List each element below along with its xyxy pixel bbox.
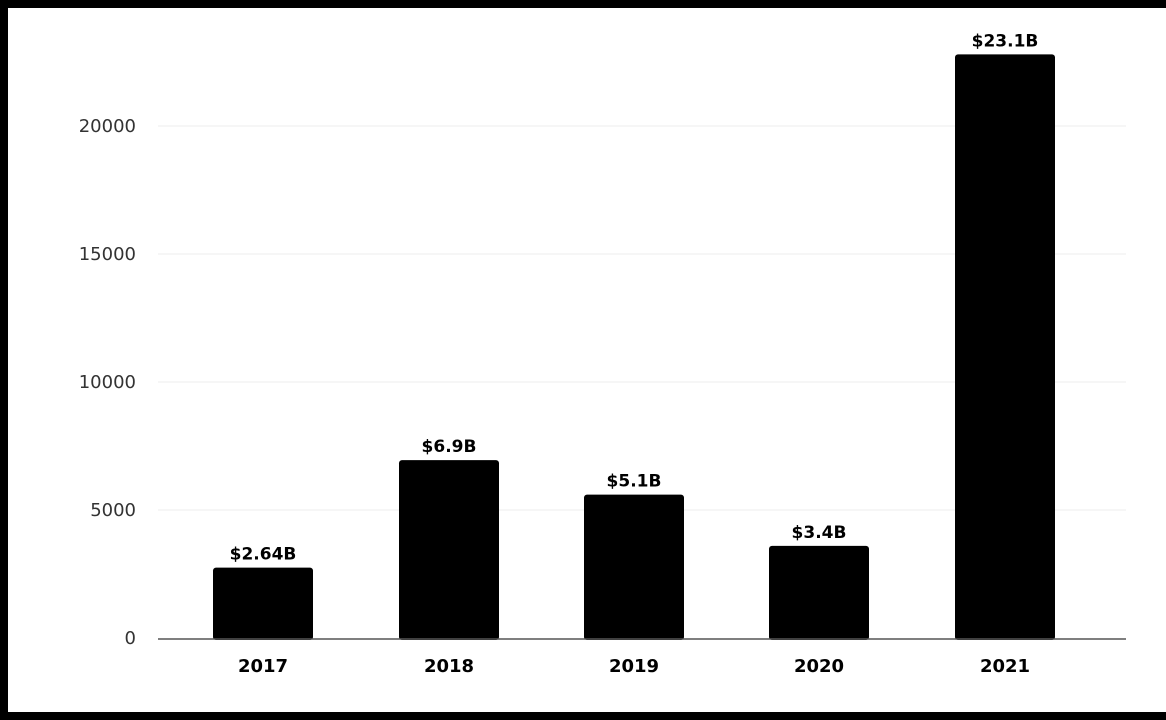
bar-2019 [584,494,684,640]
x-tick-label-2020: 2020 [794,656,844,677]
y-tick-label-15000: 15000 [79,244,136,265]
y-tick-label-0: 0 [125,628,136,649]
y-tick-label-10000: 10000 [79,372,136,393]
bar-2017 [213,567,313,640]
bar-2020 [769,545,869,640]
data-label-2020: $3.4B [792,523,847,543]
data-label-2019: $5.1B [607,472,662,492]
y-tick-label-20000: 20000 [79,116,136,137]
x-tick-label-2021: 2021 [980,656,1030,677]
chart-frame: 0 5000 10000 15000 20000 $2.64B 2017 $6.9B 2018 $… [8,8,1166,712]
data-label-2021: $23.1B [972,31,1039,51]
x-tick-label-2017: 2017 [238,656,288,677]
bar-2018 [399,460,499,640]
y-tick-label-5000: 5000 [90,500,136,521]
data-label-2018: $6.9B [422,437,477,457]
bar-chart: 0 5000 10000 15000 20000 $2.64B 2017 $6.9B 2018 $… [79,31,1126,677]
x-tick-label-2019: 2019 [609,656,659,677]
data-label-2017: $2.64B [230,545,297,565]
x-tick-label-2018: 2018 [424,656,474,677]
bar-2021 [955,54,1055,640]
